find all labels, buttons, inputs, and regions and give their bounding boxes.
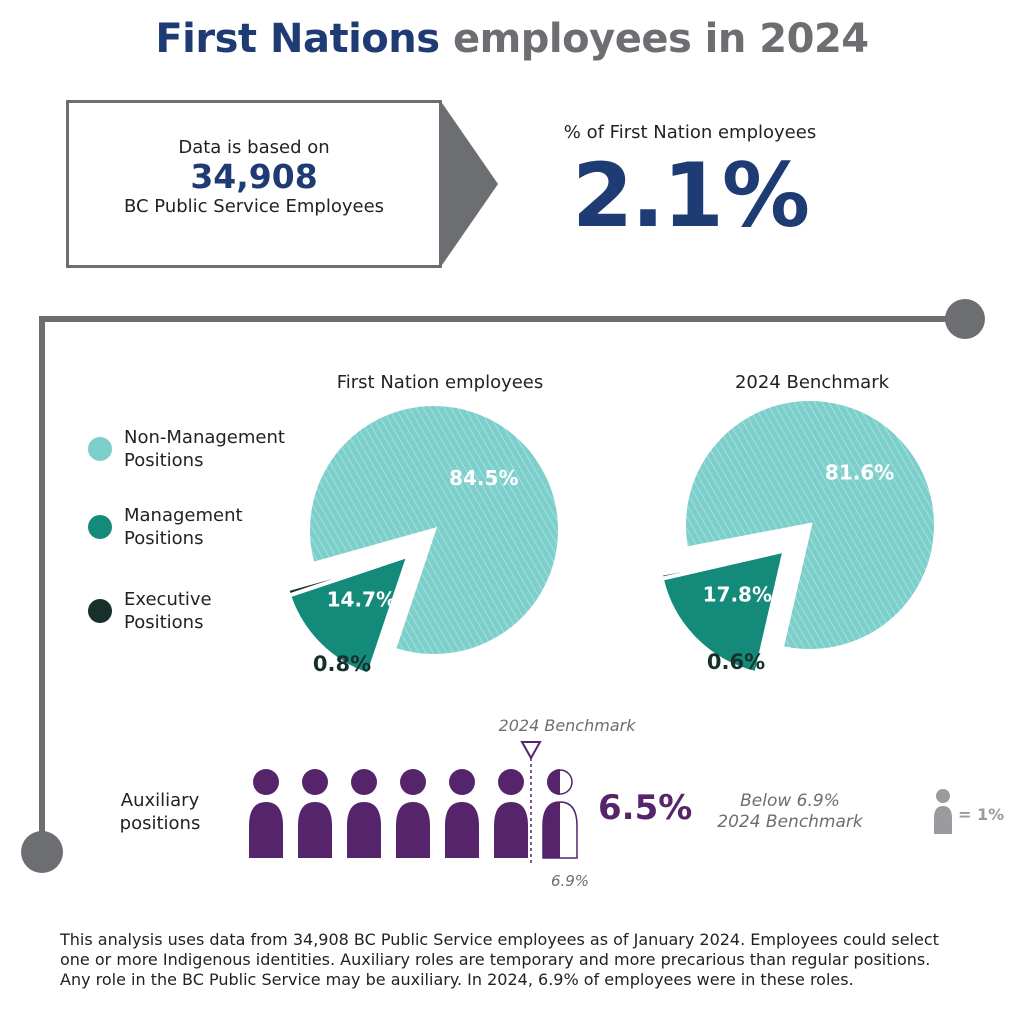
person-icon-head — [498, 769, 524, 795]
person-unit-icon — [934, 789, 952, 834]
legend-item-non-management: Non-Management Positions — [88, 426, 285, 472]
person-icon-body — [298, 802, 332, 858]
benchmark-triangle-icon — [520, 741, 542, 761]
person-icon-head — [547, 769, 560, 795]
person-icon-head — [449, 769, 475, 795]
headline-value: 2.1% — [571, 144, 810, 247]
pie-first-nation: 84.5% 14.7% 0.8% — [284, 402, 562, 678]
person-icon-body — [445, 802, 479, 858]
legend-label: Executive — [124, 589, 212, 610]
pie-data-label: 0.8% — [313, 652, 371, 676]
pie-slice-executive — [284, 553, 410, 599]
pie-slice-non-management — [682, 397, 938, 653]
legend-label: Positions — [124, 612, 204, 633]
person-icon-body — [543, 802, 560, 858]
info-box: Data is based on 34,908 BC Public Servic… — [66, 100, 442, 268]
legend-label: Management — [124, 505, 243, 526]
person-icon-outline — [542, 801, 578, 859]
legend-swatch — [88, 437, 112, 461]
footnote-line: one or more Indigenous identities. Auxil… — [60, 950, 931, 969]
legend-item-executive: Executive Positions — [88, 588, 212, 634]
person-icon-body — [396, 802, 430, 858]
info-box-line3: BC Public Service Employees — [123, 196, 385, 217]
person-icon-head — [302, 769, 328, 795]
page-title: First Nations employees in 2024 — [0, 16, 1024, 62]
pie-charts: 84.5% 14.7% 0.8% 81.6% 17.8% 0.6% — [284, 397, 938, 678]
aux-comparison: Below 6.9% 2024 Benchmark — [700, 791, 880, 833]
footnote-line: Any role in the BC Public Service may be… — [60, 970, 854, 989]
pie-data-label: 17.8% — [703, 583, 772, 607]
info-box-line1: Data is based on — [178, 137, 330, 158]
aux-label: Auxiliary positions — [100, 789, 220, 835]
pie-data-label: 0.6% — [707, 650, 765, 674]
connector-start-dot — [21, 831, 63, 873]
aux-benchmark-title: 2024 Benchmark — [498, 716, 636, 735]
pie-title-benchmark: 2024 Benchmark — [734, 372, 890, 393]
footnote-line: This analysis uses data from 34,908 BC P… — [60, 930, 939, 949]
aux-value: 6.5% — [598, 788, 693, 828]
aux-benchmark-marker — [520, 741, 542, 866]
pie-benchmark: 81.6% 17.8% 0.6% — [658, 397, 938, 676]
legend-item-management: Management Positions — [88, 504, 243, 550]
pie-title-first-nation: First Nation employees — [336, 372, 544, 393]
aux-label-line2: positions — [119, 813, 201, 834]
aux-label-line1: Auxiliary — [120, 790, 200, 811]
legend-label: Non-Management — [124, 427, 285, 448]
person-icon-body — [249, 802, 283, 858]
aux-comparison-line2: 2024 Benchmark — [717, 812, 863, 832]
title-part2: employees in 2024 — [452, 16, 869, 62]
person-icon-body — [494, 802, 528, 858]
person-icon-head — [400, 769, 426, 795]
timeline-connector — [21, 299, 985, 873]
person-icon-body — [347, 802, 381, 858]
aux-people — [249, 769, 578, 859]
person-icon-head — [253, 769, 279, 795]
pie-data-label: 84.5% — [449, 466, 518, 490]
unit-legend-label: = 1% — [958, 805, 1005, 824]
pie-slice-executive — [658, 548, 785, 582]
info-box-count: 34,908 — [190, 157, 318, 196]
person-icon-outline — [547, 769, 573, 795]
headline-label: % of First Nation employees — [563, 122, 817, 143]
arrow-icon — [440, 100, 498, 268]
footnote: This analysis uses data from 34,908 BC P… — [60, 930, 980, 990]
pie-slice-non-management — [306, 402, 562, 658]
connector-end-dot — [945, 299, 985, 339]
pie-data-label: 14.7% — [327, 588, 396, 612]
legend-swatch — [88, 515, 112, 539]
pie-slice-management — [659, 547, 788, 676]
legend-label: Positions — [124, 450, 204, 471]
aux-benchmark-value: 6.9% — [550, 872, 590, 890]
unit-icon-head — [936, 789, 950, 803]
pie-data-label: 81.6% — [825, 461, 894, 485]
pie-slice-management — [286, 552, 412, 678]
title-part1: First Nations — [155, 16, 440, 62]
legend-label: Positions — [124, 528, 204, 549]
aux-comparison-line1: Below 6.9% — [740, 791, 840, 811]
unit-icon-body — [934, 806, 952, 834]
legend-swatch — [88, 599, 112, 623]
person-icon-head — [351, 769, 377, 795]
